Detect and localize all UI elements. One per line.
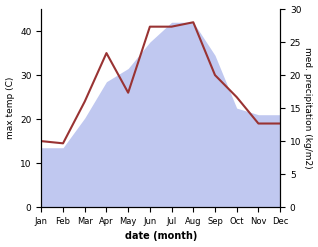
- Y-axis label: med. precipitation (kg/m2): med. precipitation (kg/m2): [303, 47, 313, 169]
- X-axis label: date (month): date (month): [125, 231, 197, 242]
- Y-axis label: max temp (C): max temp (C): [5, 77, 15, 139]
